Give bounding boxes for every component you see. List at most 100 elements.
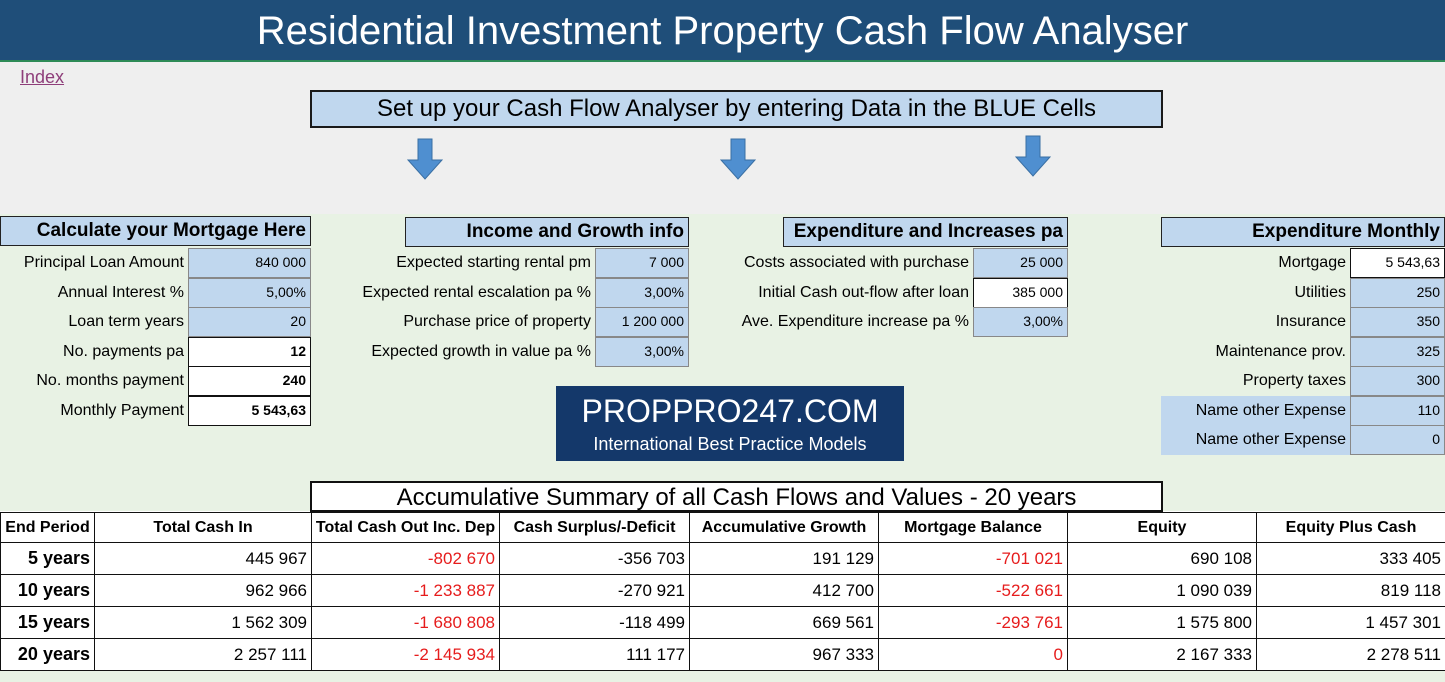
summary-title: Accumulative Summary of all Cash Flows a… [310, 481, 1163, 512]
equity-cell: 690 108 [1067, 542, 1257, 575]
growth-value-input[interactable]: 3,00% [595, 337, 689, 367]
annual-interest-input[interactable]: 5,00% [188, 278, 311, 308]
other-expense-input-2[interactable]: 0 [1350, 425, 1445, 455]
cash-out-cell: -1 233 887 [311, 574, 500, 607]
loan-term-label: Loan term years [68, 313, 184, 330]
index-link[interactable]: Index [20, 67, 65, 87]
equity-cell: 2 167 333 [1067, 638, 1257, 671]
cash-out-cell: -802 670 [311, 542, 500, 575]
mortgage-balance-cell: 0 [878, 638, 1068, 671]
col-equity-plus-cash: Equity Plus Cash [1256, 512, 1445, 543]
cash-in-cell: 445 967 [94, 542, 312, 575]
purchase-costs-label: Costs associated with purchase [744, 254, 969, 271]
instruction-box: Set up your Cash Flow Analyser by enteri… [310, 90, 1163, 128]
income-section-header: Income and Growth info [405, 217, 689, 247]
payments-pa-value: 12 [188, 337, 311, 367]
summary-table: End Period Total Cash In Total Cash Out … [0, 512, 1445, 671]
other-expense-label-2[interactable]: Name other Expense [1161, 425, 1350, 455]
principal-loan-input[interactable]: 840 000 [188, 248, 311, 278]
col-end-period: End Period [0, 512, 95, 543]
col-accumulative-growth: Accumulative Growth [689, 512, 879, 543]
cash-out-cell: -1 680 808 [311, 606, 500, 639]
col-total-cash-in: Total Cash In [94, 512, 312, 543]
expenditure-increases-header: Expenditure and Increases pa [783, 217, 1068, 247]
property-taxes-input[interactable]: 300 [1350, 366, 1445, 396]
surplus-cell: 111 177 [499, 638, 690, 671]
growth-cell: 191 129 [689, 542, 879, 575]
col-total-cash-out: Total Cash Out Inc. Dep [311, 512, 500, 543]
equity-cell: 1 575 800 [1067, 606, 1257, 639]
rental-escalation-input[interactable]: 3,00% [595, 278, 689, 308]
maintenance-input[interactable]: 325 [1350, 337, 1445, 367]
equity-plus-cash-cell: 819 118 [1256, 574, 1445, 607]
instruction-band [0, 62, 1445, 214]
expenditure-increase-label: Ave. Expenditure increase pa % [741, 313, 969, 330]
table-row: 10 years 962 966 -1 233 887 -270 921 412… [0, 574, 1445, 607]
equity-plus-cash-cell: 2 278 511 [1256, 638, 1445, 671]
down-arrow-icon [720, 138, 756, 180]
rental-escalation-label: Expected rental escalation pa % [362, 284, 591, 301]
mortgage-balance-cell: -522 661 [878, 574, 1068, 607]
page-title: Residential Investment Property Cash Flo… [0, 0, 1445, 62]
col-cash-surplus: Cash Surplus/-Deficit [499, 512, 690, 543]
brand-logo: PROPPRO247.COM International Best Practi… [556, 386, 904, 461]
principal-loan-label: Principal Loan Amount [23, 254, 184, 271]
cash-in-cell: 2 257 111 [94, 638, 312, 671]
growth-cell: 669 561 [689, 606, 879, 639]
other-expense-label-1[interactable]: Name other Expense [1161, 396, 1350, 426]
monthly-mortgage-label: Mortgage [1278, 254, 1346, 271]
mortgage-balance-cell: -701 021 [878, 542, 1068, 575]
starting-rental-label: Expected starting rental pm [396, 254, 591, 271]
initial-cash-outflow-label: Initial Cash out-flow after loan [758, 284, 969, 301]
utilities-label: Utilities [1294, 284, 1346, 301]
down-arrow-icon [1015, 135, 1051, 177]
growth-cell: 967 333 [689, 638, 879, 671]
property-taxes-label: Property taxes [1242, 372, 1346, 389]
starting-rental-input[interactable]: 7 000 [595, 248, 689, 278]
months-payment-label: No. months payment [36, 372, 184, 389]
period-cell: 20 years [0, 638, 95, 671]
table-row: 5 years 445 967 -802 670 -356 703 191 12… [0, 542, 1445, 575]
table-row: 15 years 1 562 309 -1 680 808 -118 499 6… [0, 606, 1445, 639]
logo-name: PROPPRO247.COM [581, 393, 879, 429]
months-payment-value: 240 [188, 366, 311, 396]
period-cell: 5 years [0, 542, 95, 575]
summary-header-row: End Period Total Cash In Total Cash Out … [0, 512, 1445, 543]
equity-plus-cash-cell: 1 457 301 [1256, 606, 1445, 639]
cash-in-cell: 1 562 309 [94, 606, 312, 639]
mortgage-section-header: Calculate your Mortgage Here [0, 216, 311, 246]
table-row: 20 years 2 257 111 -2 145 934 111 177 96… [0, 638, 1445, 671]
expenditure-increase-input[interactable]: 3,00% [973, 307, 1068, 337]
annual-interest-label: Annual Interest % [57, 284, 184, 301]
growth-cell: 412 700 [689, 574, 879, 607]
other-expense-input-1[interactable]: 110 [1350, 396, 1445, 426]
purchase-price-label: Purchase price of property [403, 313, 591, 330]
cash-out-cell: -2 145 934 [311, 638, 500, 671]
initial-cash-outflow-value: 385 000 [973, 278, 1068, 308]
cash-in-cell: 962 966 [94, 574, 312, 607]
equity-cell: 1 090 039 [1067, 574, 1257, 607]
monthly-payment-value: 5 543,63 [188, 396, 311, 426]
monthly-payment-label: Monthly Payment [60, 402, 184, 419]
col-equity: Equity [1067, 512, 1257, 543]
col-mortgage-balance: Mortgage Balance [878, 512, 1068, 543]
monthly-mortgage-value: 5 543,63 [1350, 248, 1445, 278]
mortgage-balance-cell: -293 761 [878, 606, 1068, 639]
logo-tagline: International Best Practice Models [593, 434, 867, 454]
insurance-label: Insurance [1275, 313, 1346, 330]
payments-pa-label: No. payments pa [63, 343, 184, 360]
insurance-input[interactable]: 350 [1350, 307, 1445, 337]
loan-term-input[interactable]: 20 [188, 307, 311, 337]
down-arrow-icon [407, 138, 443, 180]
equity-plus-cash-cell: 333 405 [1256, 542, 1445, 575]
surplus-cell: -356 703 [499, 542, 690, 575]
expenditure-monthly-header: Expenditure Monthly [1161, 217, 1445, 247]
purchase-price-input[interactable]: 1 200 000 [595, 307, 689, 337]
surplus-cell: -270 921 [499, 574, 690, 607]
period-cell: 10 years [0, 574, 95, 607]
period-cell: 15 years [0, 606, 95, 639]
maintenance-label: Maintenance prov. [1215, 343, 1346, 360]
purchase-costs-input[interactable]: 25 000 [973, 248, 1068, 278]
surplus-cell: -118 499 [499, 606, 690, 639]
utilities-input[interactable]: 250 [1350, 278, 1445, 308]
